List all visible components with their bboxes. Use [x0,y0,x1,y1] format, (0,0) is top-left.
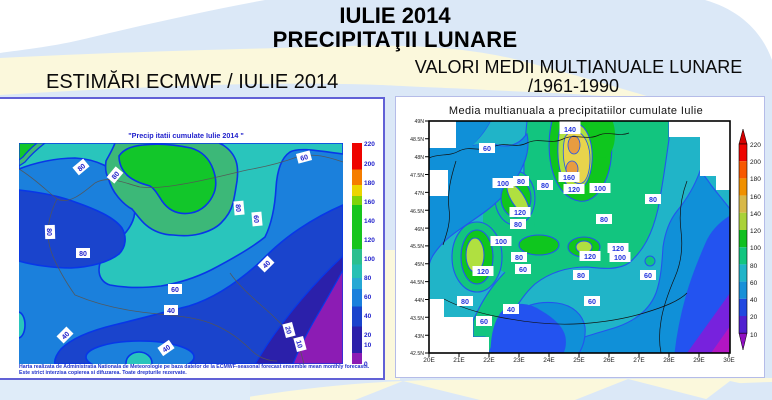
svg-text:43N: 43N [414,334,424,340]
svg-text:80: 80 [541,181,549,190]
svg-text:80: 80 [234,204,242,212]
svg-text:160: 160 [750,194,761,201]
svg-text:40: 40 [61,331,72,342]
svg-text:60: 60 [750,280,758,287]
svg-text:80: 80 [649,195,657,204]
svg-text:45N: 45N [414,262,424,268]
svg-text:40: 40 [167,308,175,315]
svg-text:200: 200 [750,159,761,166]
svg-text:10: 10 [294,340,303,349]
svg-text:10: 10 [750,332,758,339]
svg-text:60: 60 [644,271,652,280]
svg-text:100: 100 [497,179,509,188]
svg-text:40: 40 [162,344,172,354]
svg-text:80: 80 [750,263,758,270]
svg-text:80: 80 [77,163,88,173]
svg-text:26E: 26E [603,357,615,364]
svg-text:49N: 49N [414,119,424,125]
svg-text:43.5N: 43.5N [410,316,424,322]
svg-text:Media multianuala a precipitat: Media multianuala a precipitatiilor cumu… [449,105,703,117]
svg-text:60: 60 [483,144,491,153]
svg-text:45.5N: 45.5N [410,244,424,250]
svg-text:40: 40 [750,297,758,304]
svg-text:80: 80 [111,171,121,182]
svg-text:40: 40 [262,260,273,271]
svg-text:28E: 28E [663,357,675,364]
svg-text:80: 80 [515,253,523,262]
svg-text:60: 60 [588,297,596,306]
svg-text:60: 60 [252,215,260,223]
svg-text:25E: 25E [573,357,585,364]
svg-text:22E: 22E [483,357,495,364]
svg-text:180: 180 [750,176,761,183]
svg-text:120: 120 [612,244,624,253]
svg-text:120: 120 [514,208,526,217]
svg-text:120: 120 [750,228,761,235]
svg-text:42.5N: 42.5N [410,351,424,357]
svg-text:60: 60 [171,287,179,294]
svg-text:60: 60 [300,154,309,163]
svg-text:100: 100 [495,237,507,246]
svg-text:40: 40 [507,305,515,314]
svg-text:140: 140 [564,125,576,134]
svg-text:47.5N: 47.5N [410,173,424,179]
svg-text:44.5N: 44.5N [410,280,424,286]
svg-text:100: 100 [614,253,626,262]
svg-text:80: 80 [517,177,525,186]
svg-text:48N: 48N [414,155,424,161]
svg-text:46N: 46N [414,227,424,233]
svg-text:27E: 27E [633,357,645,364]
svg-text:80: 80 [461,297,469,306]
svg-text:120: 120 [568,185,580,194]
svg-text:21E: 21E [453,357,465,364]
svg-text:20: 20 [283,326,292,335]
svg-text:44N: 44N [414,298,424,304]
svg-text:30E: 30E [723,357,735,364]
svg-text:80: 80 [79,251,87,258]
svg-text:80: 80 [600,215,608,224]
svg-text:20E: 20E [423,357,435,364]
svg-text:46.5N: 46.5N [410,209,424,215]
svg-text:140: 140 [750,211,761,218]
svg-text:120: 120 [584,252,596,261]
svg-text:60: 60 [519,265,527,274]
svg-text:23E: 23E [513,357,525,364]
svg-text:100: 100 [750,245,761,252]
svg-text:220: 220 [750,142,761,149]
svg-text:100: 100 [594,184,606,193]
svg-text:24E: 24E [543,357,555,364]
svg-text:80: 80 [45,228,52,236]
svg-text:47N: 47N [414,191,424,197]
svg-text:80: 80 [577,271,585,280]
svg-text:60: 60 [480,317,488,326]
svg-text:20: 20 [750,314,758,321]
svg-text:29E: 29E [693,357,705,364]
svg-text:120: 120 [477,267,489,276]
svg-text:80: 80 [514,220,522,229]
svg-text:160: 160 [563,173,575,182]
svg-text:48.5N: 48.5N [410,137,424,143]
